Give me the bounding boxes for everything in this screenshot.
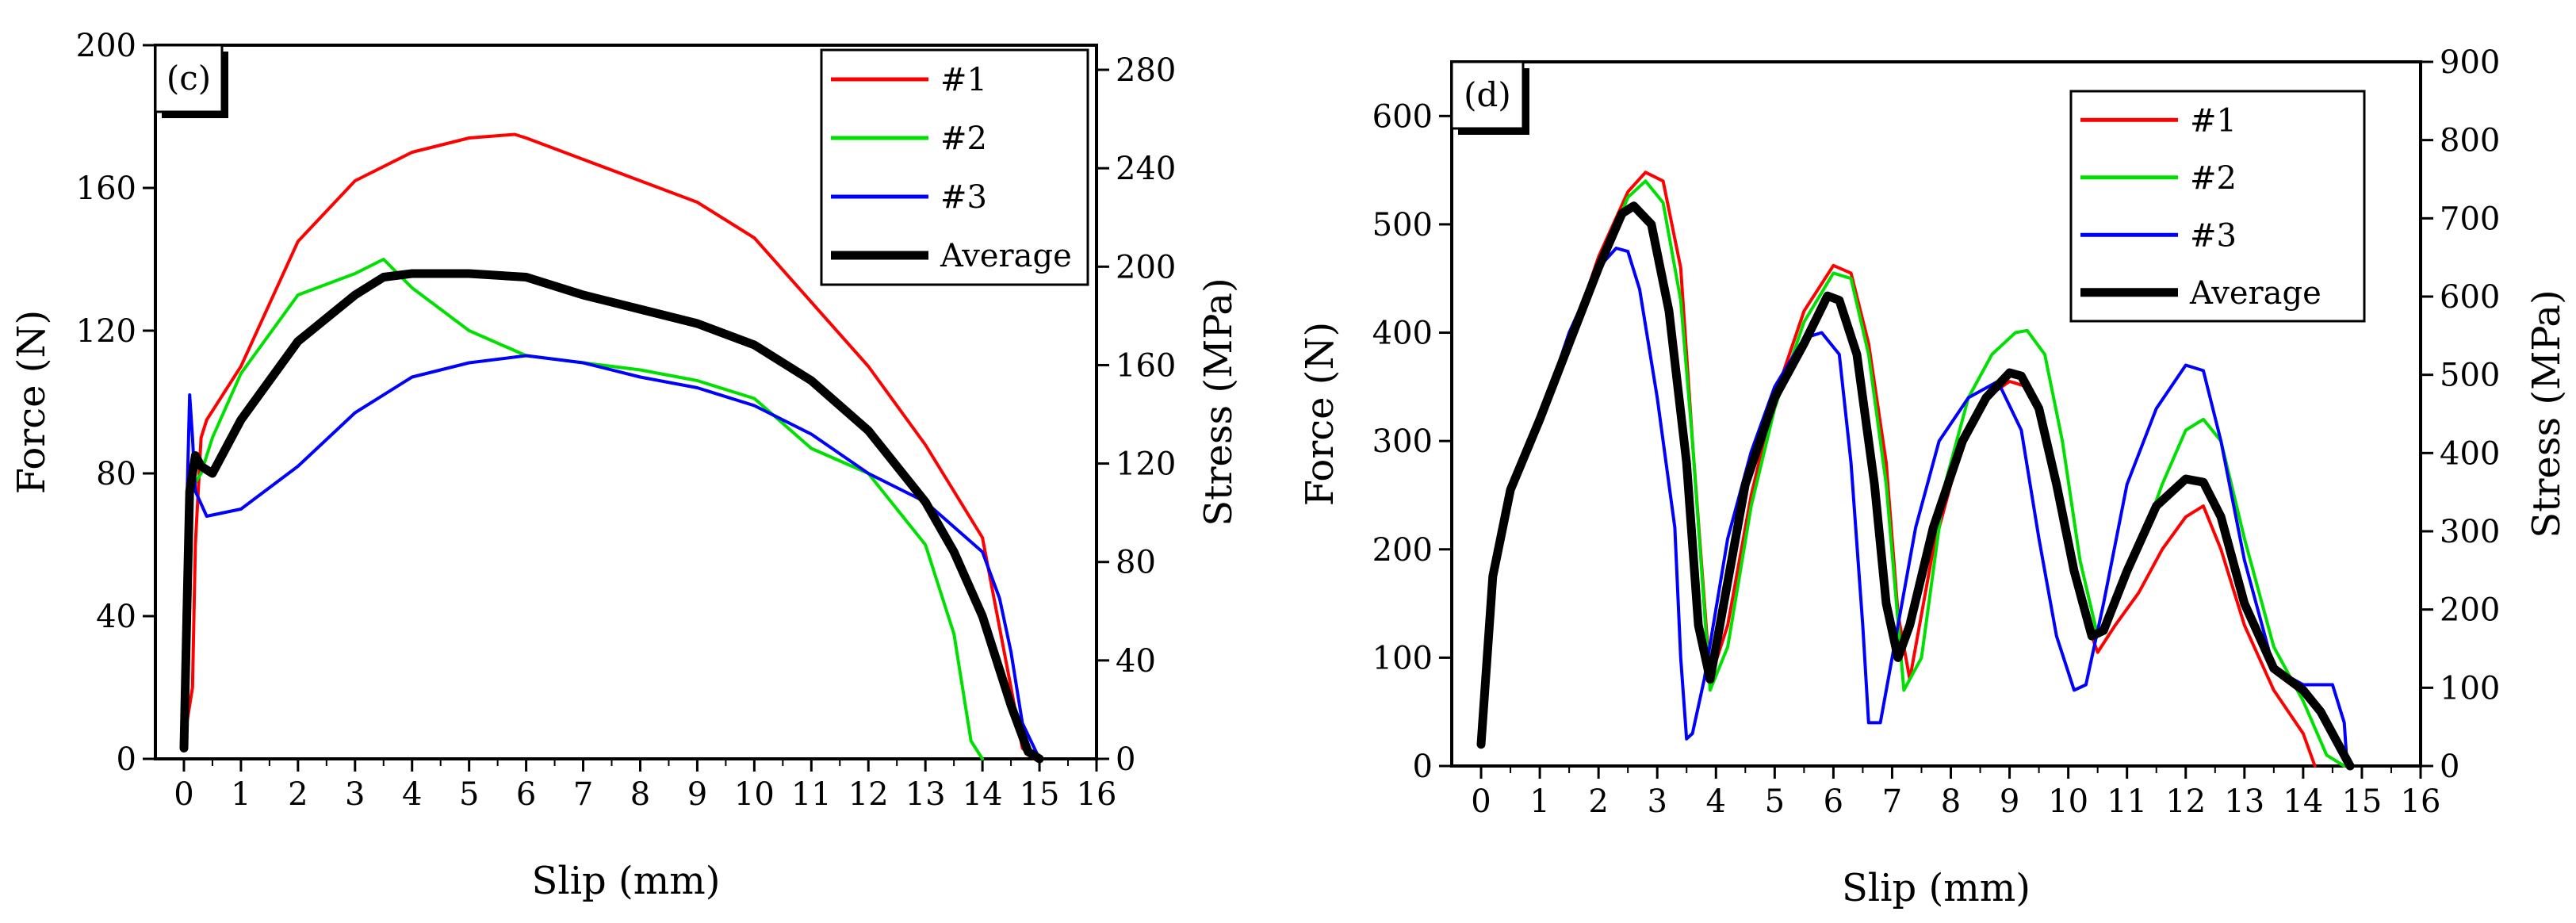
y2-tick-label: 40: [1116, 643, 1156, 680]
x-tick-label: 6: [1824, 783, 1843, 820]
x-tick-label: 16: [2401, 783, 2441, 820]
y2-tick-label: 120: [1116, 446, 1176, 483]
y-tick-label: 500: [1372, 207, 1433, 243]
x-tick-label: 5: [459, 776, 479, 813]
x-tick-label: 3: [345, 776, 365, 813]
x-tick-label: 1: [231, 776, 251, 813]
series-line-3: [1479, 247, 2349, 768]
y2-tick-label: 900: [2440, 44, 2500, 81]
x-axis-title: Slip (mm): [1842, 866, 2031, 910]
x-tick-label: 15: [1020, 776, 1060, 813]
panel-label-box: [1450, 60, 1525, 130]
legend-label-1: #1: [940, 62, 987, 98]
y-tick-label: 200: [1372, 532, 1433, 569]
x-tick-label: 9: [2000, 783, 2019, 820]
x-tick-label: 11: [2107, 783, 2147, 820]
y-tick-label: 100: [1372, 640, 1433, 676]
y-tick-label: 0: [117, 741, 136, 778]
legend-box: [820, 48, 1089, 286]
y2-tick-label: 200: [1116, 249, 1176, 285]
panel-label: (c): [167, 59, 211, 98]
y2-tick-label: 100: [2440, 670, 2500, 707]
legend-label-2: #2: [2190, 160, 2237, 197]
x-tick-label: 10: [2048, 783, 2088, 820]
y2-tick-label: 700: [2440, 201, 2500, 237]
x-tick-label: 13: [2224, 783, 2264, 820]
x-tick-label: 13: [905, 776, 946, 813]
x-tick-label: 0: [1471, 783, 1491, 820]
panel-d: 0 1 2 3 4 5 6 7 8 9 10 11 12 13 14 15 160100200300400500…: [1298, 44, 2569, 910]
y-tick-label: 300: [1372, 423, 1433, 460]
y2-tick-label: 400: [2440, 435, 2500, 472]
plot-frame: [1450, 60, 2422, 768]
series-line-2: [1479, 179, 2346, 768]
x-tick-label: 14: [2283, 783, 2323, 820]
legend-label-3: #3: [940, 179, 987, 216]
y2-axis-title: Stress (MPa): [2524, 289, 2569, 538]
x-tick-label: 3: [1647, 783, 1667, 820]
y2-tick-label: 300: [2440, 514, 2500, 550]
x-tick-label: 8: [1941, 783, 1961, 820]
series-line-4: [179, 269, 1044, 764]
y2-tick-label: 240: [1116, 151, 1176, 187]
y-tick-label: 0: [1413, 749, 1433, 785]
y2-tick-label: 0: [1116, 741, 1135, 778]
legend-label-4: Average: [940, 238, 1072, 274]
y2-tick-label: 80: [1116, 545, 1156, 581]
y-tick-label: 160: [76, 170, 136, 207]
x-tick-label: 12: [848, 776, 889, 813]
y-tick-label: 40: [96, 599, 136, 635]
panel-c: 0 1 2 3 4 5 6 7 8 9 10 11 12 13 14 15 160408012016020004…: [10, 28, 1241, 903]
legend-label-3: #3: [2190, 217, 2237, 254]
y2-tick-label: 280: [1116, 52, 1176, 89]
legend-label-2: #2: [940, 121, 987, 157]
x-tick-label: 11: [791, 776, 832, 813]
x-tick-label: 12: [2165, 783, 2206, 820]
series-line-3: [182, 354, 1042, 760]
y-tick-label: 200: [76, 28, 136, 64]
y-tick-label: 600: [1372, 98, 1433, 135]
y-tick-label: 120: [76, 313, 136, 350]
series-line-2: [182, 258, 985, 760]
y-axis-title: Force (N): [10, 310, 54, 495]
x-tick-label: 7: [573, 776, 593, 813]
legend-label-4: Average: [2189, 275, 2321, 312]
x-tick-label: 16: [1077, 776, 1117, 813]
y2-tick-label: 0: [2440, 749, 2459, 785]
x-tick-label: 15: [2341, 783, 2382, 820]
x-tick-label: 4: [402, 776, 422, 813]
x-tick-label: 10: [734, 776, 775, 813]
panel-label-box: [154, 44, 224, 113]
plot-frame: [154, 44, 1098, 760]
y-axis-title: Force (N): [1298, 322, 1342, 507]
x-tick-label: 4: [1706, 783, 1726, 820]
x-tick-label: 1: [1529, 783, 1549, 820]
x-tick-label: 14: [963, 776, 1003, 813]
legend-label-1: #1: [2190, 102, 2237, 139]
y-tick-label: 80: [96, 456, 136, 492]
x-axis-title: Slip (mm): [531, 859, 720, 903]
y2-tick-label: 800: [2440, 123, 2500, 159]
x-tick-label: 2: [288, 776, 308, 813]
x-tick-label: 5: [1765, 783, 1785, 820]
x-tick-label: 6: [516, 776, 536, 813]
y-tick-label: 400: [1372, 316, 1433, 352]
legend-box: [2069, 90, 2366, 323]
y2-tick-label: 500: [2440, 358, 2500, 394]
x-tick-label: 8: [630, 776, 650, 813]
x-tick-label: 9: [687, 776, 707, 813]
series-line-4: [1476, 201, 2355, 771]
panel-label: (d): [1464, 75, 1511, 114]
y2-tick-label: 160: [1116, 347, 1176, 384]
x-tick-label: 0: [174, 776, 193, 813]
x-tick-label: 2: [1588, 783, 1608, 820]
x-tick-label: 7: [1882, 783, 1902, 820]
y2-tick-label: 200: [2440, 592, 2500, 629]
y2-axis-title: Stress (MPa): [1196, 278, 1241, 526]
y2-tick-label: 600: [2440, 279, 2500, 316]
